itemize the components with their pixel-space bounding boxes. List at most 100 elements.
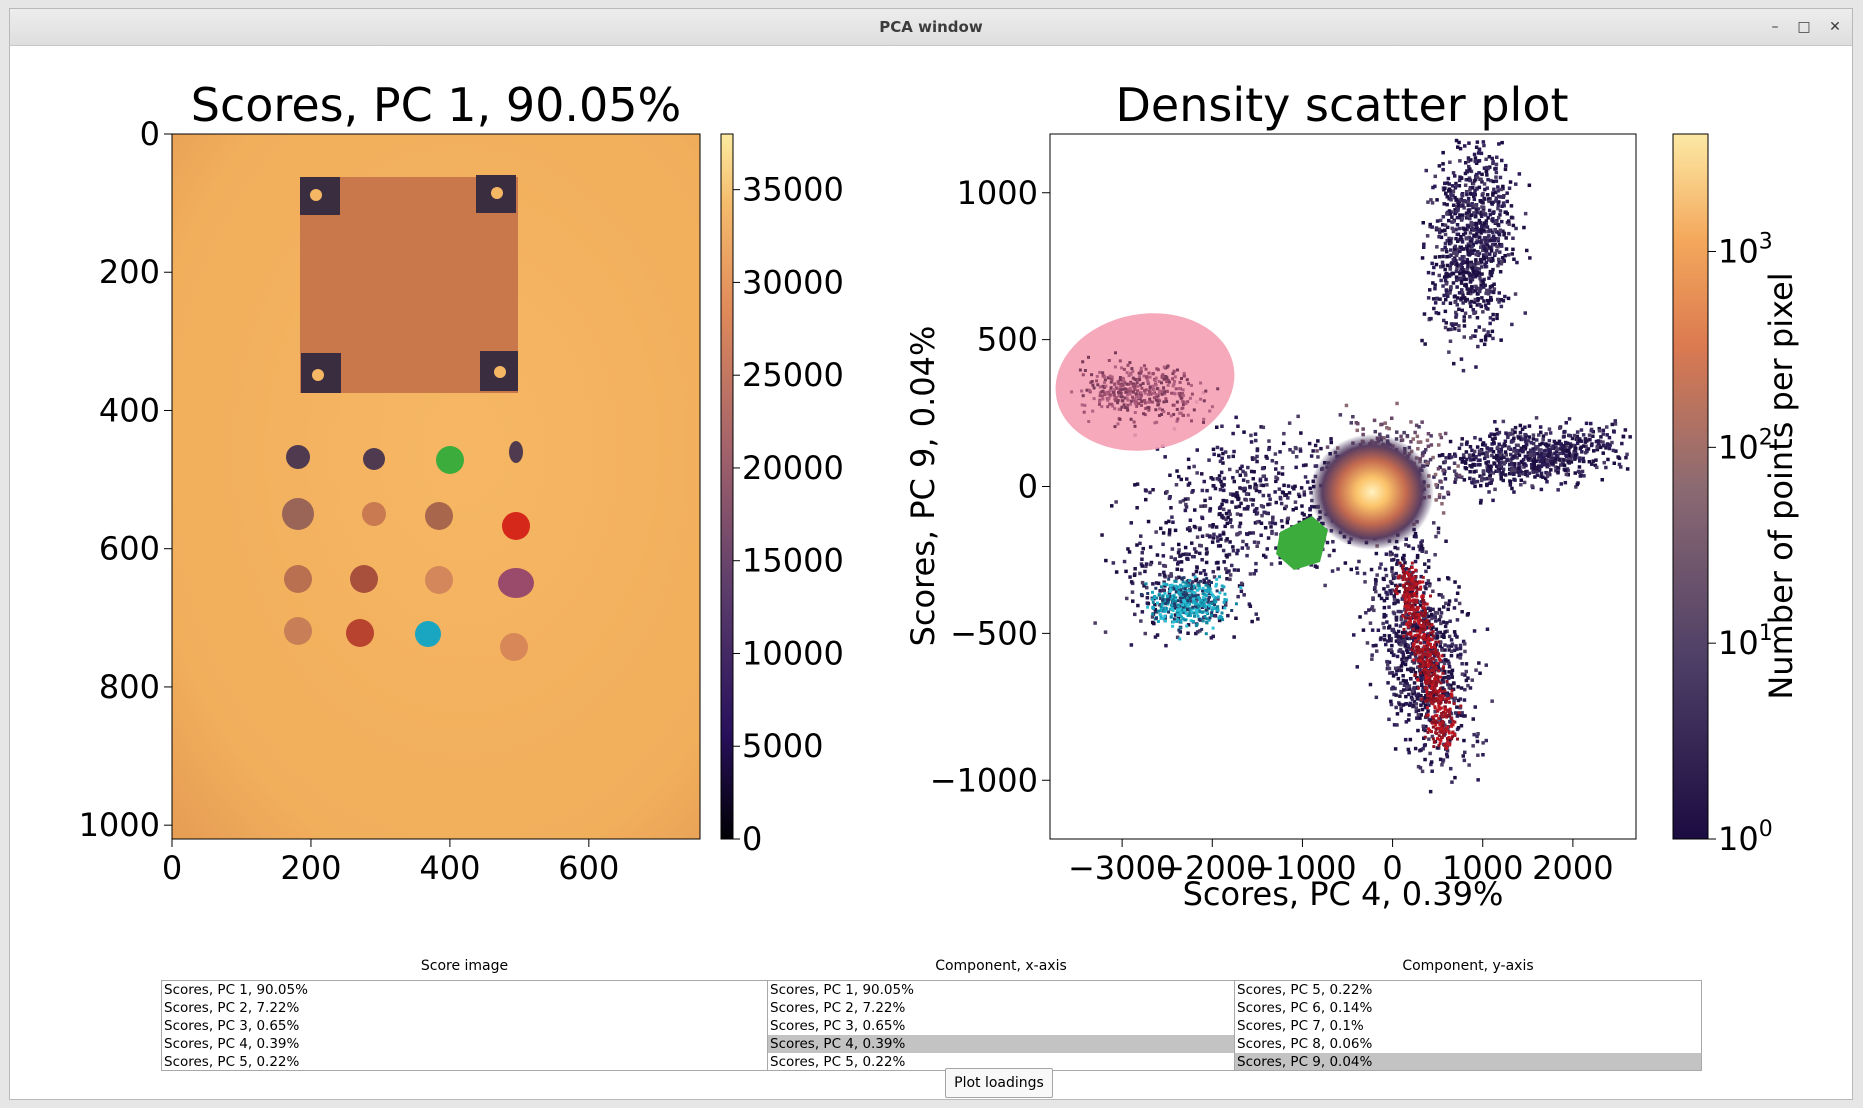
density-pixel [1375,573,1379,577]
colorbar-tick-label: 35000 [742,171,844,209]
density-pixel [1485,482,1489,487]
density-pixel [1479,259,1484,264]
pink-roi-pixel [1131,390,1135,394]
title-bar[interactable]: PCA window – □ ✕ [10,9,1852,46]
density-pixel [1517,436,1521,440]
density-pixel [1550,458,1554,462]
cyan-roi-pixel [1190,590,1194,594]
density-pixel [1533,445,1538,449]
red-roi-pixel [1408,585,1412,589]
red-roi-pixel [1436,679,1440,683]
density-pixel [1488,316,1493,320]
red-roi-pixel [1409,599,1413,603]
density-pixel [1453,480,1457,484]
density-pixel [1315,449,1319,453]
density-pixel [1373,429,1377,434]
density-pixel [1508,462,1512,467]
density-pixel [1374,695,1379,700]
density-pixel [1392,594,1396,598]
density-pixel [1484,213,1488,217]
density-pixel [1448,266,1453,271]
red-roi-pixel [1442,743,1446,747]
pink-roi-pixel [1181,406,1185,410]
density-pixel [1296,492,1301,497]
density-pixel [1478,303,1482,307]
score-image[interactable] [171,133,701,840]
density-pixel [1445,195,1449,199]
density-pixel [1285,520,1290,525]
red-roi-pixel [1420,657,1424,661]
density-pixel [1487,197,1491,201]
cyan-roi-pixel [1181,609,1185,612]
red-roi-cluster [1393,561,1463,750]
density-pixel [1325,445,1330,449]
pink-roi-pixel [1114,386,1118,390]
pink-roi-pixel [1104,384,1108,388]
density-pixel [1435,648,1439,653]
density-pixel [1198,543,1202,548]
density-pixel [1264,555,1268,559]
density-pixel [1202,578,1206,582]
green-roi-cluster [1276,516,1328,570]
density-pixel [1566,473,1570,477]
red-roi-pixel [1433,714,1437,718]
density-pixel [1479,245,1483,249]
density-axes[interactable] [1045,133,1637,840]
density-pixel [1561,460,1565,464]
density-pixel [1461,293,1465,298]
density-pixel [1426,432,1431,436]
density-pixel [1495,427,1499,432]
cyan-roi-pixel [1192,591,1196,595]
minimize-icon[interactable]: – [1771,19,1779,35]
close-icon[interactable]: ✕ [1829,19,1841,35]
density-pixel [1443,181,1447,186]
density-pixel [1446,176,1451,181]
cyan-roi-pixel [1201,596,1205,600]
density-pixel [1484,219,1489,223]
density-pixel [1161,606,1166,611]
density-pixel [1282,441,1286,446]
density-pixel [1394,583,1398,588]
density-pixel [1416,692,1421,696]
density-pixel [1442,495,1446,500]
pink-roi-pixel [1202,399,1206,403]
density-pixel [1394,705,1398,710]
density-pixel [1397,589,1401,594]
cyan-roi-pixel [1230,609,1234,612]
density-pixel [1561,449,1565,454]
density-pixel [1481,281,1486,286]
cyan-roi-pixel [1196,593,1200,597]
density-pixel [1444,288,1448,292]
density-pixel [1456,145,1460,149]
density-pixel [1478,437,1483,442]
cyan-roi-pixel [1205,577,1209,580]
density-pixel [1579,428,1584,432]
density-pixel [1510,439,1514,444]
density-pixel [1428,457,1433,462]
density-pixel [1396,599,1400,603]
density-pixel [1518,449,1522,453]
pink-roi-pixel [1080,403,1084,407]
density-pixel [1173,557,1177,561]
sample-spot-red [502,512,530,540]
cyan-roi-pixel [1155,596,1159,600]
cyan-roi-pixel [1168,595,1172,599]
maximize-icon[interactable]: □ [1797,19,1811,35]
density-pixel [1470,448,1474,453]
cyan-roi-pixel [1158,613,1162,617]
density-pixel [1431,271,1435,276]
density-pixel [1370,605,1375,609]
density-pixel [1222,483,1226,487]
cyan-roi-pixel [1198,609,1202,613]
density-pixel [1459,357,1464,361]
density-pixel [1457,140,1461,145]
red-roi-pixel [1412,592,1416,595]
density-pixel [1473,297,1477,302]
density-pixel [1280,524,1285,529]
density-pixel [1430,734,1435,739]
density-pixel [1431,607,1435,612]
cyan-roi-pixel [1166,599,1170,603]
density-pixel [1416,665,1420,669]
density-pixel [1498,175,1503,180]
density-pixel [1176,562,1180,566]
